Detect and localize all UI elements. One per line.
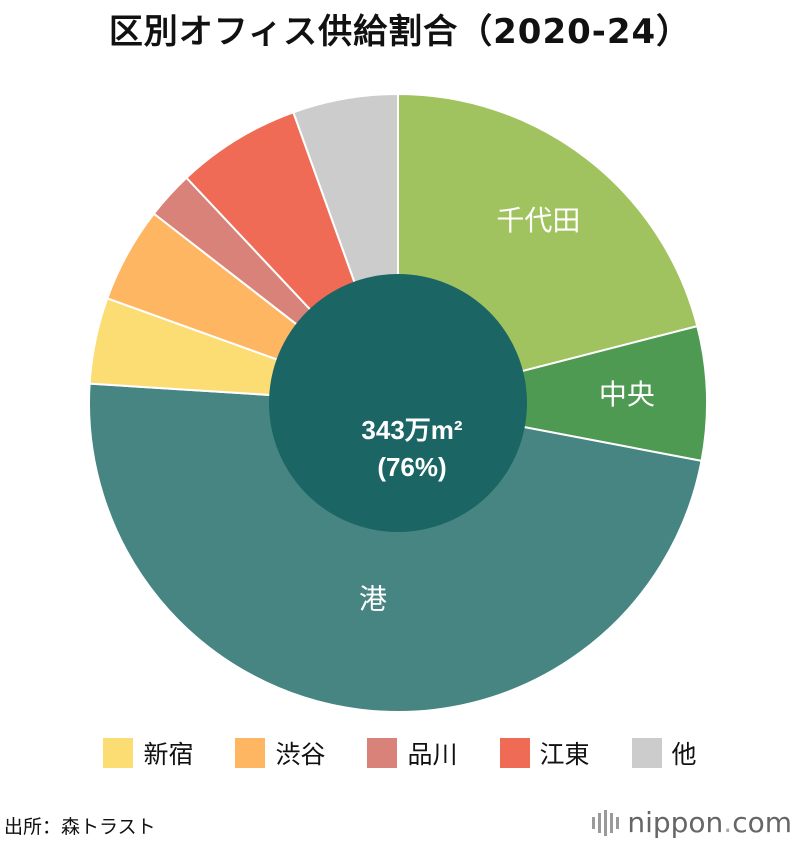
legend-label: 江東 (539, 740, 590, 769)
legend-swatch (367, 738, 398, 768)
pie-slice-1 (397, 324, 708, 463)
slice-label-0: 千代田 (496, 204, 580, 237)
legend-item-shinagawa: 品川 (367, 735, 458, 771)
brand-tld: com (732, 806, 792, 839)
center-percent-label: (76%) (377, 452, 446, 482)
center-circle (269, 274, 527, 532)
legend: 新宿 渋谷 品川 江東 他 (0, 733, 800, 773)
legend-item-shibuya: 渋谷 (235, 735, 325, 771)
source-note: 出所：森トラスト (4, 816, 156, 838)
brand-name: nippon (627, 806, 724, 839)
legend-swatch (235, 738, 266, 768)
legend-item-other: 他 (631, 735, 697, 771)
legend-label: 新宿 (143, 740, 194, 769)
slice-label-2: 港 (359, 583, 387, 616)
legend-item-koto: 江東 (499, 735, 590, 771)
brand-dot: . (723, 806, 733, 839)
pie-slice-2 (88, 382, 703, 713)
legend-label: 品川 (407, 740, 458, 769)
legend-label: 渋谷 (275, 740, 326, 769)
slice-label-1: 中央 (599, 378, 655, 411)
brand-bars-icon (592, 809, 620, 836)
legend-label: 他 (671, 740, 697, 769)
center-total-label: 343万m² (361, 415, 462, 445)
legend-item-shinjuku: 新宿 (103, 735, 193, 771)
brand-logo[interactable]: nippon.com (592, 806, 792, 839)
chart-title: 区別オフィス供給割合（2020-24） (108, 12, 692, 52)
legend-swatch (499, 738, 530, 768)
legend-swatch (631, 738, 662, 768)
legend-swatch (103, 738, 134, 768)
